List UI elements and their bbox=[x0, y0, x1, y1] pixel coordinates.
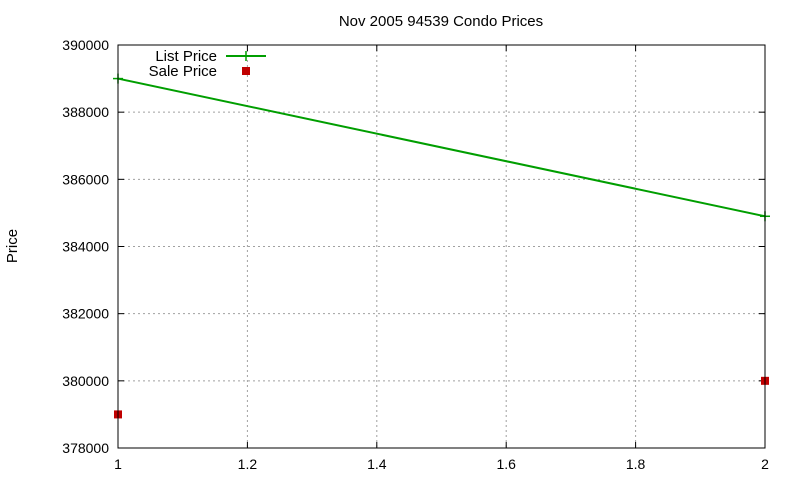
grid bbox=[118, 45, 765, 448]
y-tick-label: 382000 bbox=[62, 306, 109, 322]
y-axis-label: Price bbox=[4, 229, 21, 263]
ticks: 378000 380000 382000 384000 386000 388000 3900… bbox=[62, 37, 769, 472]
legend-label: List Price bbox=[155, 48, 217, 65]
y-tick-label: 384000 bbox=[62, 239, 109, 255]
y-tick-label: 378000 bbox=[62, 440, 109, 456]
x-tick-label: 1.2 bbox=[238, 456, 258, 472]
plot-frame bbox=[117, 44, 766, 449]
x-tick-label: 1.8 bbox=[626, 456, 646, 472]
y-tick-label: 388000 bbox=[62, 104, 109, 120]
y-tick-label: 380000 bbox=[62, 373, 109, 389]
y-tick-label: 390000 bbox=[62, 37, 109, 53]
legend-plus-marker bbox=[241, 51, 251, 61]
legend-square-marker bbox=[242, 67, 250, 75]
legend-label: Sale Price bbox=[149, 63, 217, 80]
x-tick-label: 2 bbox=[761, 456, 769, 472]
x-tick-label: 1.6 bbox=[496, 456, 516, 472]
y-tick-label: 386000 bbox=[62, 171, 109, 187]
series-layer bbox=[113, 73, 770, 419]
list-price-line bbox=[117, 77, 766, 218]
chart-title: Nov 2005 94539 Condo Prices bbox=[339, 13, 543, 30]
x-tick-label: 1 bbox=[114, 456, 122, 472]
x-tick-label: 1.4 bbox=[367, 456, 387, 472]
